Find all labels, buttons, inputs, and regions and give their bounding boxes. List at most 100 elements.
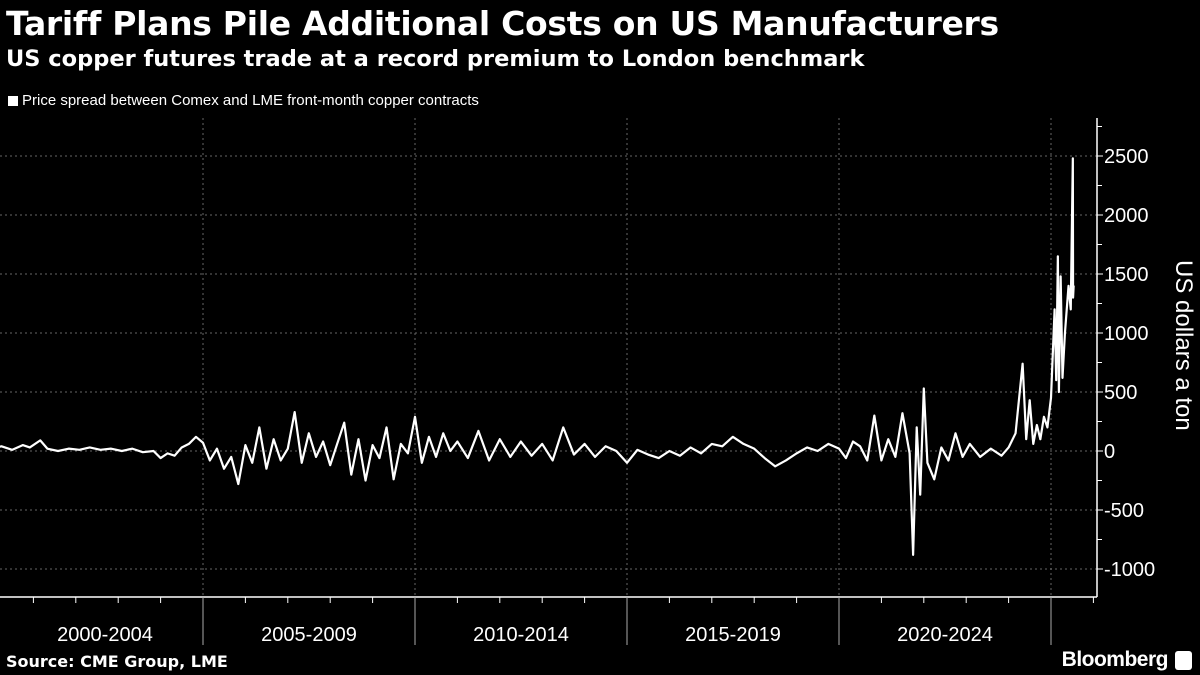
data-point: [1057, 255, 1059, 258]
data-point: [1059, 275, 1062, 278]
data-point: [887, 438, 890, 441]
x-tick-label: 2020-2024: [897, 624, 993, 646]
data-point: [912, 554, 914, 556]
data-point: [795, 452, 798, 455]
data-point: [933, 478, 936, 481]
data-point: [1025, 438, 1028, 441]
data-point: [626, 462, 628, 464]
x-tick-label: 2005-2009: [261, 624, 357, 646]
data-point: [657, 457, 660, 459]
data-point: [562, 426, 565, 429]
data-point: [573, 453, 575, 456]
data-point: [520, 440, 522, 443]
data-point: [668, 450, 671, 452]
data-point: [195, 436, 197, 438]
data-point: [763, 457, 766, 459]
data-point: [845, 457, 847, 459]
series-line: [0, 157, 1075, 556]
chart-subtitle: US copper futures trade at a record prem…: [6, 46, 865, 72]
bloomberg-chart-icon: [1175, 650, 1192, 670]
data-point: [407, 452, 409, 455]
data-point: [908, 452, 911, 455]
data-point: [880, 459, 883, 462]
data-point: [442, 432, 445, 435]
bloomberg-logo: Bloomberg: [1062, 648, 1192, 672]
data-point: [742, 443, 745, 445]
axes: -1000 -500 0 500 1000 1500 2000 2500 2000-2004 20…: [0, 118, 1155, 646]
x-tick-label: 2010-2014: [473, 624, 569, 646]
data-point: [237, 483, 240, 485]
data-point: [806, 446, 808, 449]
data-point: [1072, 285, 1075, 287]
data-point: [594, 456, 596, 458]
y-tick-label: 500: [1104, 382, 1137, 404]
y-tick-label: 0: [1104, 441, 1115, 463]
data-point: [753, 447, 755, 450]
data-point: [131, 447, 133, 450]
data-point: [1055, 379, 1058, 382]
data-point: [279, 459, 282, 462]
data-point: [1000, 454, 1003, 457]
data-point: [1069, 308, 1072, 311]
legend-label: Price spread between Comex and LME front…: [22, 92, 479, 109]
series-line-group: [0, 157, 1075, 556]
data-point: [961, 456, 964, 458]
data-point: [322, 440, 324, 443]
data-point: [88, 446, 91, 449]
logo-text: Bloomberg: [1061, 648, 1169, 671]
data-point: [1021, 362, 1024, 365]
data-point: [923, 387, 925, 390]
data-point: [1072, 157, 1074, 160]
y-tick-label: 1500: [1104, 264, 1149, 286]
data-point: [142, 451, 144, 453]
data-point: [990, 447, 992, 450]
data-point: [1058, 391, 1060, 393]
data-point: [915, 426, 918, 429]
data-point: [604, 445, 607, 448]
data-point: [1053, 308, 1056, 311]
data-point: [300, 462, 303, 464]
data-point: [467, 457, 469, 459]
y-axis-label: US dollars a ton: [1170, 260, 1197, 431]
data-point: [679, 454, 681, 457]
data-point: [392, 478, 395, 481]
data-point: [873, 414, 876, 417]
data-point: [1036, 424, 1038, 426]
data-point: [615, 450, 618, 452]
data-point: [919, 493, 921, 496]
y-tick-label: -1000: [1104, 559, 1155, 581]
data-point: [954, 432, 957, 435]
data-point: [0, 445, 3, 448]
data-point: [371, 444, 374, 446]
data-point: [223, 467, 225, 470]
data-point: [272, 438, 275, 441]
data-point: [1014, 432, 1017, 435]
data-point: [1061, 377, 1064, 379]
data-point: [414, 415, 416, 418]
data-point: [258, 426, 261, 429]
data-point: [110, 447, 112, 450]
data-point: [969, 443, 971, 445]
data-point: [265, 467, 268, 470]
data-point: [99, 449, 102, 451]
data-point: [21, 444, 24, 446]
data-point: [11, 449, 13, 451]
data-point: [785, 459, 787, 462]
data-point: [488, 459, 490, 462]
data-point: [435, 456, 437, 458]
data-point: [711, 443, 713, 445]
data-point: [188, 443, 190, 445]
data-point: [583, 443, 586, 445]
data-point: [1067, 285, 1070, 287]
y-tick-label: 1000: [1104, 323, 1149, 345]
data-point: [866, 459, 869, 462]
data-point: [1039, 438, 1042, 441]
chart-title: Tariff Plans Pile Additional Costs on US…: [6, 4, 999, 43]
data-point: [57, 450, 59, 452]
data-point: [509, 456, 512, 458]
data-point: [159, 457, 162, 459]
data-point: [1043, 415, 1045, 418]
data-point: [1064, 332, 1066, 334]
data-point: [827, 443, 830, 445]
data-point: [293, 411, 296, 413]
